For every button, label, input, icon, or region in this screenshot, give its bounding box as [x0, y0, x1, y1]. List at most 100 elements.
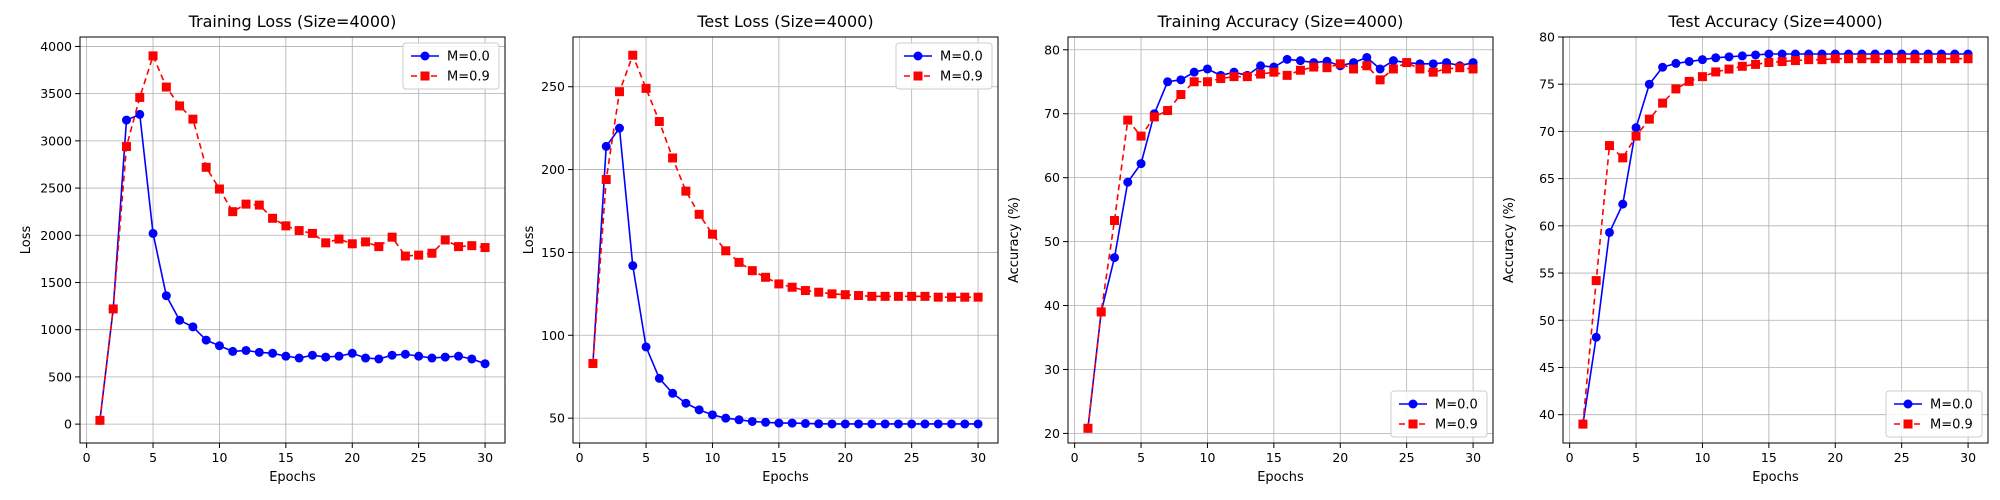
- data-point: [1123, 177, 1133, 187]
- data-point: [654, 373, 664, 383]
- data-point: [1096, 307, 1106, 317]
- data-point: [1764, 57, 1774, 67]
- series-M=0.0: [1083, 52, 1478, 433]
- axes-frame: [572, 36, 999, 444]
- y-tick-label: 70: [1539, 124, 1555, 139]
- y-axis-label: Loss: [19, 226, 34, 255]
- data-point: [1415, 64, 1425, 74]
- data-point: [1428, 59, 1438, 69]
- data-point: [694, 405, 704, 415]
- chart-title: Training Accuracy (Size=4000): [1157, 12, 1404, 31]
- data-point: [121, 142, 131, 152]
- legend-label: M=0.9: [447, 70, 490, 85]
- x-tick-label: 10: [1695, 450, 1711, 465]
- data-point: [867, 291, 877, 301]
- data-point: [960, 419, 970, 429]
- data-point: [214, 184, 224, 194]
- data-point: [854, 291, 864, 301]
- data-point: [1604, 227, 1614, 237]
- data-point: [681, 186, 691, 196]
- data-point: [1724, 52, 1734, 62]
- x-tick-label: 5: [1137, 450, 1145, 465]
- chart-title: Training Loss (Size=4000): [188, 12, 397, 31]
- y-tick-label: 0: [64, 417, 72, 432]
- y-tick-label: 500: [48, 369, 72, 384]
- axes-frame: [1067, 36, 1494, 444]
- series-line: [1087, 56, 1474, 429]
- legend-marker: [420, 51, 430, 61]
- data-point: [1256, 61, 1266, 71]
- data-point: [827, 289, 837, 299]
- y-tick-label: 60: [1044, 170, 1060, 185]
- x-tick-label: 5: [642, 450, 650, 465]
- data-point: [1671, 58, 1681, 68]
- data-point: [281, 221, 291, 231]
- series-line: [592, 125, 979, 425]
- data-point: [614, 123, 624, 133]
- data-point: [201, 335, 211, 345]
- data-point: [1711, 67, 1721, 77]
- y-tick-label: 2500: [40, 181, 72, 196]
- series-line: [592, 52, 979, 364]
- data-point: [1684, 57, 1694, 67]
- data-point: [747, 266, 757, 276]
- y-tick-label: 100: [541, 328, 565, 343]
- data-point: [1724, 64, 1734, 74]
- data-point: [641, 83, 651, 93]
- legend: M=0.0 M=0.9: [402, 42, 500, 90]
- data-point: [1189, 67, 1199, 77]
- data-point: [1242, 72, 1252, 82]
- data-point: [654, 117, 664, 127]
- data-point: [1083, 423, 1093, 433]
- data-point: [1897, 54, 1907, 64]
- data-point: [893, 291, 903, 301]
- data-point: [268, 213, 278, 223]
- data-point: [907, 291, 917, 301]
- y-tick-label: 45: [1539, 360, 1555, 375]
- data-point: [1764, 49, 1774, 59]
- data-point: [188, 114, 198, 124]
- data-point: [387, 350, 397, 360]
- chart-panel-4: Test Accuracy (Size=4000) 0 5 10 15 20 25 30 40 4…: [1502, 12, 1989, 485]
- data-point: [1295, 65, 1305, 75]
- axes-frame: [1562, 36, 1989, 444]
- legend-label: M=0.9: [1435, 418, 1478, 433]
- y-tick-label: 1500: [40, 275, 72, 290]
- data-point: [161, 291, 171, 301]
- data-point: [95, 415, 105, 425]
- data-point: [840, 419, 850, 429]
- data-point: [1591, 276, 1601, 286]
- x-tick-label: 25: [1399, 450, 1415, 465]
- data-point: [1937, 54, 1947, 64]
- data-point: [1671, 84, 1681, 94]
- data-point: [1658, 62, 1668, 72]
- data-point: [774, 279, 784, 289]
- y-tick-label: 3000: [40, 133, 72, 148]
- data-point: [814, 287, 824, 297]
- data-point: [1777, 57, 1787, 67]
- data-point: [1442, 64, 1452, 74]
- data-point: [1402, 58, 1412, 68]
- data-point: [454, 242, 464, 252]
- data-point: [254, 347, 264, 357]
- data-point: [467, 354, 477, 364]
- data-point: [440, 235, 450, 245]
- data-point: [361, 353, 371, 363]
- data-point: [1256, 69, 1266, 79]
- data-point: [628, 261, 638, 271]
- data-point: [188, 322, 198, 332]
- series-line: [1582, 53, 1969, 425]
- x-tick-label: 5: [1632, 450, 1640, 465]
- y-tick-label: 80: [1044, 42, 1060, 57]
- y-tick-label: 55: [1539, 266, 1555, 281]
- y-axis-label: Loss: [522, 226, 537, 255]
- x-tick-label: 5: [149, 450, 157, 465]
- x-tick-label: 25: [904, 450, 920, 465]
- data-point: [734, 415, 744, 425]
- data-point: [148, 228, 158, 238]
- data-point: [1388, 56, 1398, 66]
- data-point: [1375, 64, 1385, 74]
- data-point: [947, 292, 957, 302]
- data-point: [1163, 106, 1173, 116]
- data-point: [334, 234, 344, 244]
